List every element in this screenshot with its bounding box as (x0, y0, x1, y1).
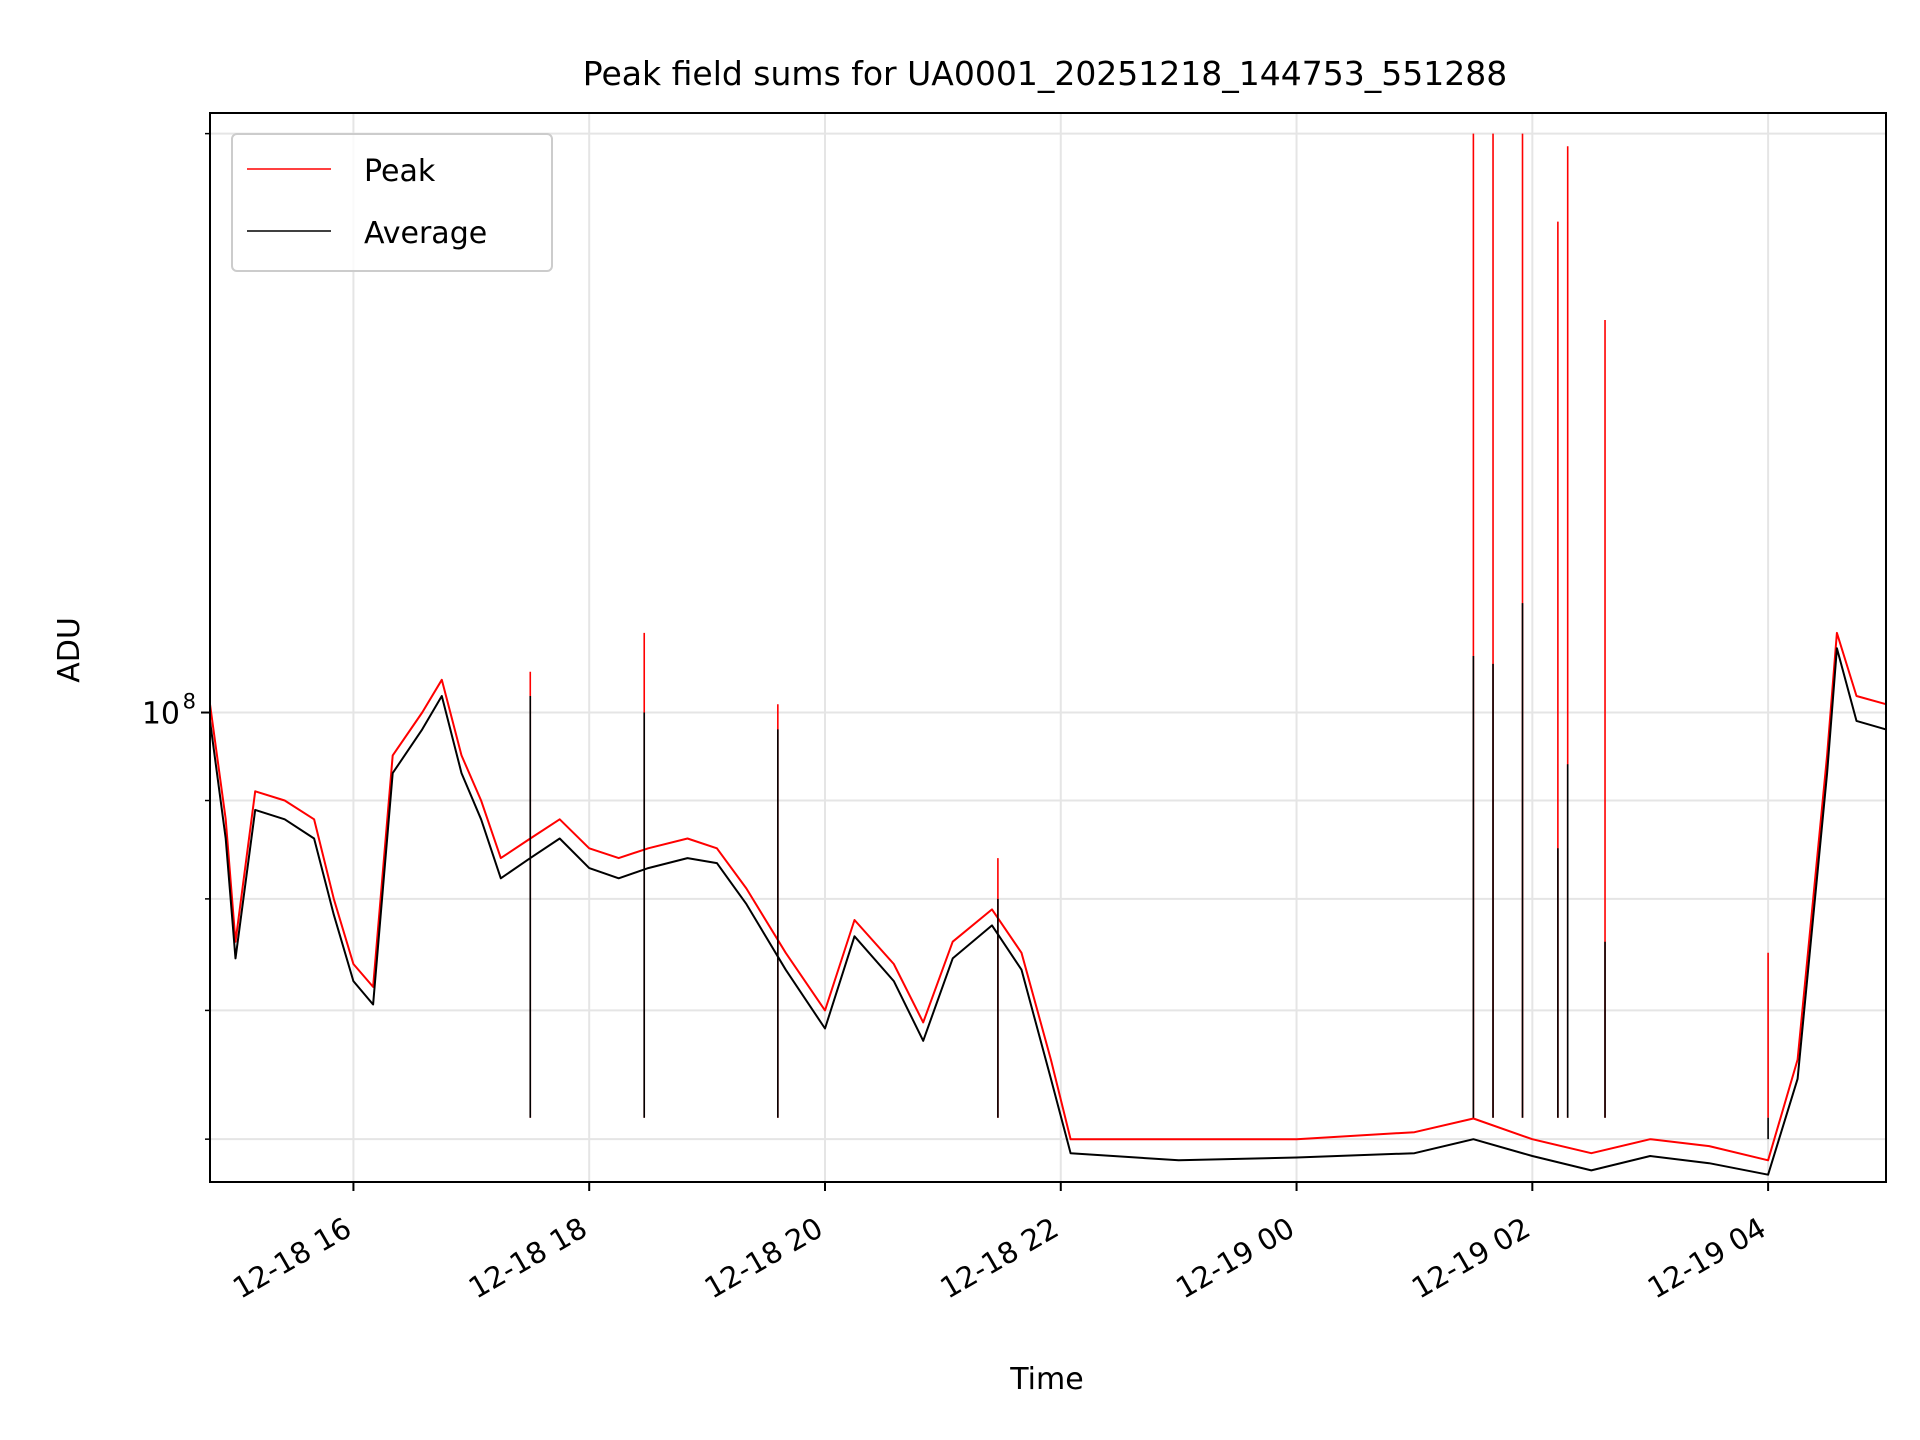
series-average-line (209, 647, 1887, 1176)
legend-peak-label: Peak (364, 154, 436, 189)
grid-lines (210, 113, 1886, 1182)
series-peak-line (209, 631, 1887, 1162)
legend-average-label: Average (364, 216, 487, 251)
legend: Peak Average (231, 133, 553, 272)
y-axis-label: ADU (52, 617, 87, 683)
y-tick-label-exponent: 8 (183, 690, 196, 714)
x-axis-label: Time (1009, 1362, 1083, 1397)
plot-frame (209, 112, 1887, 1183)
series-layer (209, 133, 1887, 1176)
y-axis: 10 8 (142, 132, 210, 1140)
y-tick-label: 10 (142, 697, 180, 732)
chart-title: Peak field sums for UA0001_20251218_1447… (583, 54, 1507, 93)
